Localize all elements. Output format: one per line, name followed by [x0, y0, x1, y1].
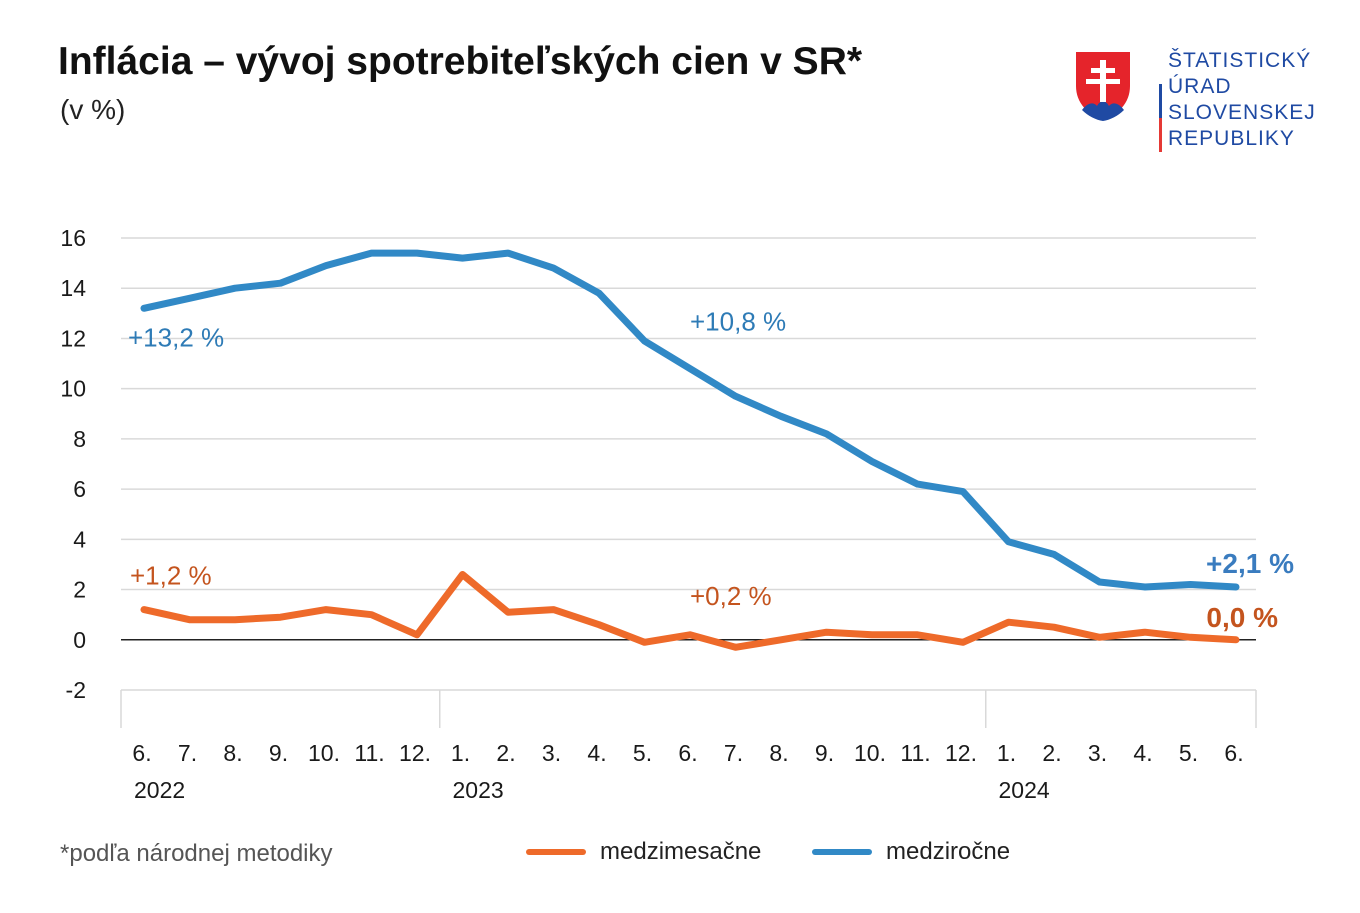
footnote: *podľa národnej metodiky — [60, 840, 333, 867]
x-tick-label: 9. — [269, 740, 288, 766]
data-annotation: +2,1 % — [1206, 548, 1294, 579]
legend-label: medziročne — [886, 838, 1011, 865]
logo-line: REPUBLIKY — [1168, 127, 1295, 150]
y-tick-label: 14 — [60, 275, 86, 301]
data-annotation: +10,8 % — [690, 307, 786, 337]
x-tick-label: 1. — [997, 740, 1016, 766]
x-tick-label: 7. — [178, 740, 197, 766]
data-annotation: +1,2 % — [130, 561, 212, 591]
year-label: 2022 — [134, 777, 185, 803]
data-annotation: 0,0 % — [1206, 602, 1278, 633]
x-tick-label: 4. — [1133, 740, 1152, 766]
y-tick-label: 4 — [73, 526, 86, 552]
y-tick-label: 0 — [73, 627, 86, 653]
x-tick-label: 11. — [900, 740, 930, 766]
chart-title: Inflácia – vývoj spotrebiteľských cien v… — [58, 40, 863, 83]
data-annotation: +13,2 % — [128, 322, 224, 352]
y-tick-label: 8 — [73, 426, 86, 452]
statistical-office-logo: ŠTATISTICKÝ ÚRAD SLOVENSKEJ REPUBLIKY — [1074, 48, 1324, 158]
series-line-monthly — [140, 571, 1240, 651]
legend-swatch — [812, 849, 872, 855]
series-line-yearly — [140, 249, 1240, 591]
y-tick-label: 12 — [60, 325, 86, 351]
x-tick-label: 12. — [399, 740, 431, 766]
x-tick-label: 4. — [587, 740, 606, 766]
x-tick-label: 2. — [496, 740, 515, 766]
y-tick-label: 10 — [60, 376, 86, 402]
x-tick-label: 9. — [815, 740, 834, 766]
x-tick-label: 6. — [1224, 740, 1243, 766]
x-tick-label: 1. — [451, 740, 470, 766]
legend-swatch — [526, 849, 586, 855]
logo-wordmark: ŠTATISTICKÝ ÚRAD SLOVENSKEJ REPUBLIKY — [1168, 48, 1316, 152]
x-tick-label: 5. — [633, 740, 652, 766]
x-tick-label: 2. — [1042, 740, 1061, 766]
x-tick-label: 11. — [354, 740, 384, 766]
y-tick-label: 6 — [73, 476, 86, 502]
logo-line: ŠTATISTICKÝ — [1168, 49, 1312, 72]
x-tick-label: 6. — [678, 740, 697, 766]
x-tick-label: 10. — [854, 740, 886, 766]
x-tick-label: 6. — [132, 740, 151, 766]
slovak-coat-of-arms-icon — [1074, 50, 1132, 122]
x-tick-label: 8. — [769, 740, 788, 766]
legend-item-monthly: medzimesačne — [526, 838, 761, 866]
logo-line: ÚRAD — [1168, 75, 1232, 98]
y-tick-label: 16 — [60, 225, 86, 251]
chart-subtitle: (v %) — [60, 94, 126, 125]
data-annotation: +0,2 % — [690, 581, 772, 611]
logo-divider — [1159, 50, 1162, 152]
x-tick-label: 8. — [223, 740, 242, 766]
x-tick-label: 7. — [724, 740, 743, 766]
y-tick-label: 2 — [73, 577, 86, 603]
x-tick-label: 3. — [1088, 740, 1107, 766]
y-tick-label: -2 — [66, 677, 86, 703]
x-tick-label: 3. — [542, 740, 561, 766]
x-tick-label: 5. — [1179, 740, 1198, 766]
logo-line: SLOVENSKEJ — [1168, 101, 1316, 124]
legend-label: medzimesačne — [600, 838, 762, 865]
legend-item-yearly: medziročne — [812, 838, 1010, 866]
x-tick-label: 12. — [945, 740, 977, 766]
x-tick-label: 10. — [308, 740, 340, 766]
year-label: 2024 — [999, 777, 1050, 803]
year-label: 2023 — [453, 777, 504, 803]
